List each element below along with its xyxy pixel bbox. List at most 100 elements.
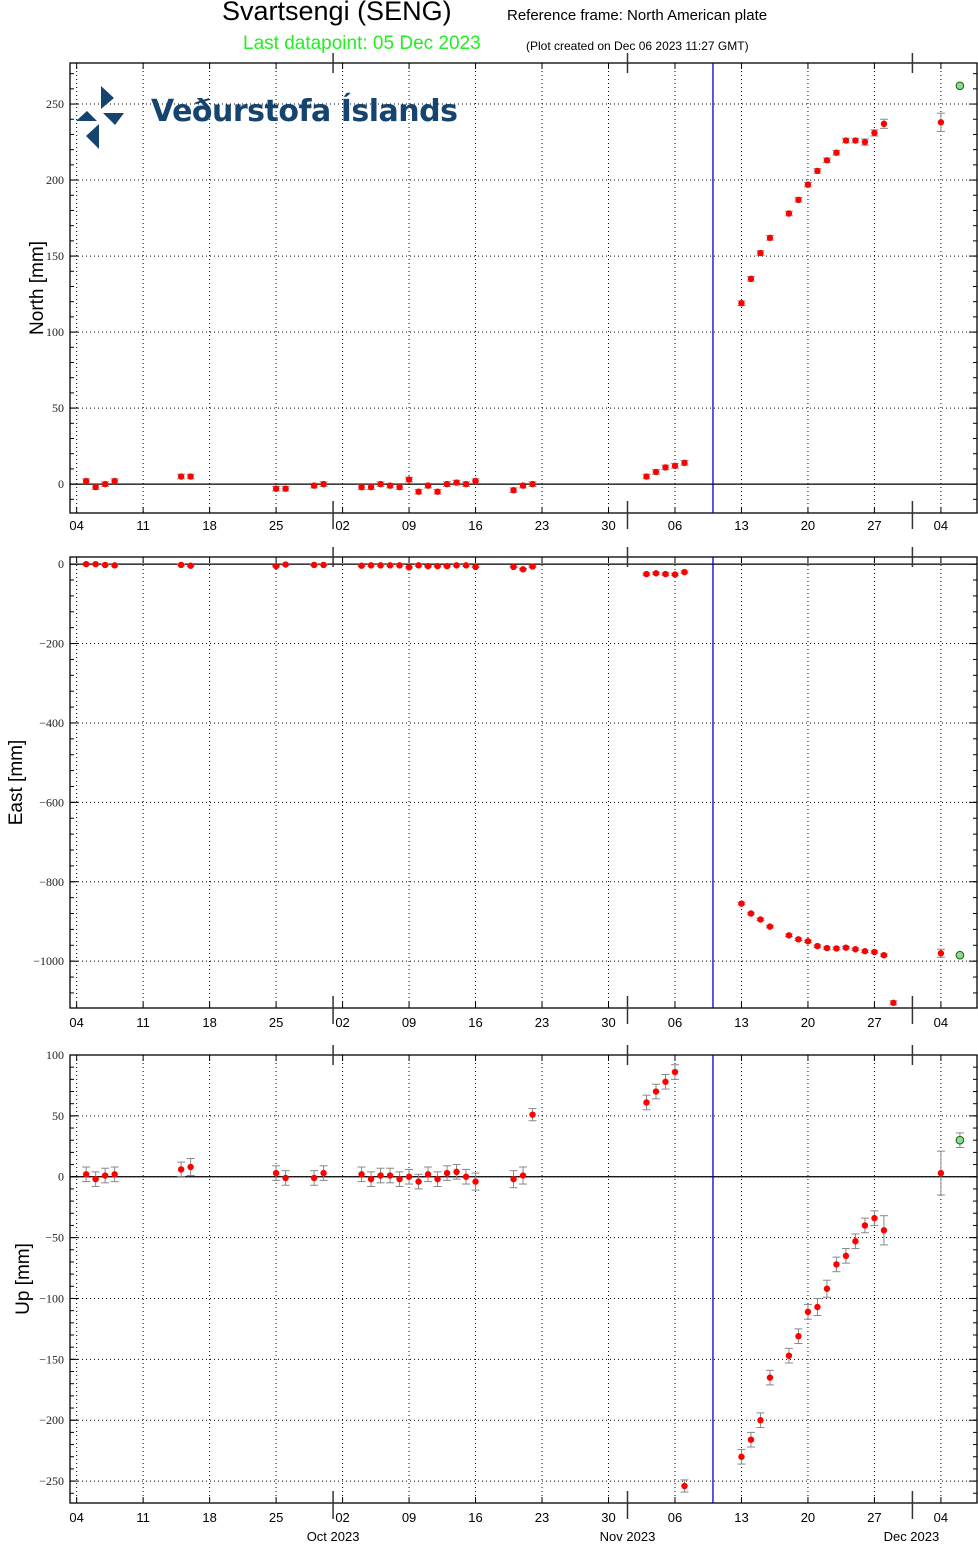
month-label: Nov 2023 bbox=[600, 1529, 656, 1544]
panel-east: 0 −200 −400 −600 −800 −1000 04 11 18 25 02 09 16 23 30… bbox=[6, 547, 978, 1030]
y-tick-label: −200 bbox=[39, 1413, 64, 1427]
x-tick-label: 16 bbox=[468, 1510, 482, 1525]
last-datapoint: Last datapoint: 05 Dec 2023 bbox=[243, 33, 481, 54]
panel-up: 100 50 0 −50 −100 −150 −200 −250 04 11 18 25 02 09 16 2… bbox=[13, 1045, 978, 1525]
data-point bbox=[814, 1303, 821, 1311]
data-point bbox=[785, 932, 793, 939]
data-point bbox=[434, 562, 441, 570]
x-tick-label: 13 bbox=[734, 518, 748, 533]
x-tick-label: 04 bbox=[934, 1015, 948, 1030]
y-tick-label: 150 bbox=[46, 249, 64, 263]
data-point bbox=[871, 1214, 878, 1222]
data-point bbox=[833, 149, 840, 156]
y-tick-label: −800 bbox=[39, 875, 64, 889]
data-point bbox=[795, 1333, 802, 1340]
data-point bbox=[415, 562, 422, 569]
data-point bbox=[643, 473, 650, 480]
data-point bbox=[785, 1352, 793, 1359]
x-tick-label: 04 bbox=[69, 1510, 83, 1525]
data-point bbox=[82, 1171, 90, 1178]
data-point bbox=[510, 486, 517, 494]
data-point bbox=[766, 923, 774, 930]
data-point bbox=[101, 1172, 109, 1179]
data-point bbox=[852, 137, 859, 144]
station-title: Svartsengi (SENG) bbox=[222, 0, 452, 26]
data-point bbox=[82, 560, 90, 568]
last-data-point bbox=[955, 1135, 965, 1145]
data-point bbox=[386, 1172, 394, 1179]
data-point bbox=[396, 1175, 403, 1183]
x-tick-label: 02 bbox=[335, 1015, 349, 1030]
data-point bbox=[367, 483, 375, 491]
y-tick-label: 0 bbox=[58, 557, 64, 571]
x-tick-label: 16 bbox=[468, 1015, 482, 1030]
x-tick-label: 06 bbox=[668, 518, 682, 533]
data-point bbox=[519, 482, 527, 489]
data-point bbox=[662, 570, 669, 578]
month-label: Oct 2023 bbox=[307, 1529, 360, 1544]
x-tick-label: 16 bbox=[468, 518, 482, 533]
data-point bbox=[757, 916, 764, 923]
data-point bbox=[681, 1482, 688, 1490]
data-point bbox=[472, 1178, 479, 1185]
data-point bbox=[842, 944, 850, 951]
data-point bbox=[101, 561, 109, 569]
data-point bbox=[320, 561, 327, 569]
data-point bbox=[823, 1285, 831, 1292]
y-tick-label: −250 bbox=[39, 1474, 64, 1488]
data-point bbox=[757, 1417, 764, 1424]
data-point bbox=[766, 234, 774, 242]
x-tick-label: 20 bbox=[801, 1015, 815, 1030]
data-point bbox=[643, 570, 650, 578]
x-tick-label: 25 bbox=[269, 1015, 283, 1030]
data-point bbox=[652, 468, 660, 476]
data-point bbox=[871, 129, 878, 137]
y-tick-label: 0 bbox=[58, 477, 64, 491]
data-point bbox=[92, 483, 99, 491]
data-point bbox=[681, 568, 688, 576]
data-point bbox=[453, 1168, 460, 1176]
data-point bbox=[453, 479, 460, 486]
data-point bbox=[833, 1261, 840, 1268]
data-point bbox=[937, 119, 945, 126]
data-point bbox=[187, 473, 194, 480]
data-point bbox=[738, 300, 745, 307]
data-point bbox=[652, 570, 660, 577]
data-point bbox=[880, 120, 888, 128]
y-tick-label: 50 bbox=[52, 401, 64, 415]
y-tick-label: −100 bbox=[39, 1291, 64, 1305]
data-point bbox=[823, 157, 831, 164]
data-point bbox=[282, 561, 289, 568]
data-point bbox=[282, 1174, 289, 1182]
y-tick-label: 0 bbox=[58, 1170, 64, 1184]
data-point bbox=[833, 945, 840, 952]
data-point bbox=[272, 1169, 280, 1177]
x-tick-label: 23 bbox=[535, 518, 549, 533]
data-point bbox=[472, 477, 479, 485]
x-tick-label: 25 bbox=[269, 518, 283, 533]
data-point bbox=[842, 137, 850, 144]
x-tick-label: 09 bbox=[402, 1015, 416, 1030]
data-point bbox=[880, 951, 888, 959]
data-point bbox=[177, 561, 185, 569]
data-point bbox=[111, 477, 118, 485]
data-point bbox=[320, 480, 327, 488]
x-tick-label: 30 bbox=[601, 1015, 615, 1030]
y-tick-label: −150 bbox=[39, 1352, 64, 1366]
data-point bbox=[861, 138, 869, 146]
plot-frame bbox=[69, 556, 978, 1009]
y-tick-label: 200 bbox=[46, 173, 64, 187]
data-point bbox=[367, 562, 375, 569]
data-point bbox=[101, 480, 109, 488]
x-tick-label: 27 bbox=[867, 518, 881, 533]
y-tick-label: 100 bbox=[46, 325, 64, 339]
x-tick-label: 25 bbox=[269, 1510, 283, 1525]
data-point bbox=[405, 476, 413, 483]
x-tick-label: 18 bbox=[202, 1510, 216, 1525]
x-tick-label: 20 bbox=[801, 518, 815, 533]
data-point bbox=[405, 564, 413, 571]
data-point bbox=[377, 480, 384, 488]
data-point bbox=[937, 950, 945, 957]
data-point bbox=[814, 942, 821, 950]
